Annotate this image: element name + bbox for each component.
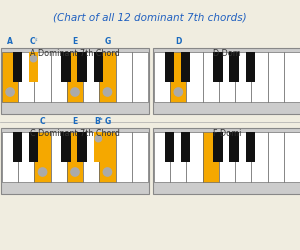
- Bar: [230, 132, 239, 162]
- Circle shape: [70, 87, 80, 97]
- Bar: [154, 52, 170, 102]
- Bar: [170, 132, 186, 182]
- Text: ᵇ: ᵇ: [100, 118, 102, 124]
- Bar: [61, 132, 70, 162]
- Text: D: D: [175, 37, 182, 46]
- Bar: [18, 132, 34, 182]
- Bar: [29, 52, 38, 82]
- Text: C: C: [40, 117, 45, 126]
- Bar: [246, 132, 255, 162]
- Bar: [116, 132, 132, 182]
- Text: C Dominant 7th Chord: C Dominant 7th Chord: [30, 129, 120, 138]
- Bar: [2, 52, 18, 102]
- Bar: [164, 132, 174, 162]
- Circle shape: [103, 167, 112, 177]
- Text: E: E: [72, 37, 78, 46]
- Text: G: G: [104, 117, 111, 126]
- Bar: [18, 52, 34, 102]
- Text: D Dom: D Dom: [213, 49, 241, 58]
- Bar: [181, 52, 190, 82]
- Bar: [203, 52, 219, 102]
- Bar: [181, 132, 190, 162]
- Bar: [29, 132, 38, 162]
- Bar: [284, 132, 300, 182]
- Bar: [99, 52, 116, 102]
- Bar: [51, 132, 67, 182]
- Text: B: B: [94, 117, 100, 126]
- Bar: [34, 132, 51, 182]
- Bar: [153, 128, 300, 194]
- Bar: [213, 132, 223, 162]
- Bar: [251, 132, 268, 182]
- Circle shape: [173, 87, 183, 97]
- Bar: [67, 52, 83, 102]
- Bar: [51, 52, 67, 102]
- Bar: [230, 52, 239, 82]
- Bar: [94, 52, 103, 82]
- Bar: [186, 52, 203, 102]
- Bar: [1, 48, 149, 114]
- Bar: [34, 52, 51, 102]
- Text: A Dominant 7th Chord: A Dominant 7th Chord: [30, 49, 120, 58]
- Bar: [83, 132, 99, 182]
- Bar: [219, 132, 235, 182]
- Bar: [268, 132, 284, 182]
- Bar: [2, 132, 18, 182]
- Bar: [235, 132, 251, 182]
- Circle shape: [30, 55, 38, 62]
- Circle shape: [103, 87, 112, 97]
- Circle shape: [38, 167, 47, 177]
- Bar: [77, 52, 87, 82]
- Bar: [13, 52, 22, 82]
- Text: C: C: [30, 37, 35, 46]
- Bar: [1, 128, 149, 194]
- Bar: [170, 52, 186, 102]
- Bar: [251, 52, 268, 102]
- Bar: [61, 52, 70, 82]
- Bar: [284, 52, 300, 102]
- Text: (Chart of all 12 dominant 7th chords): (Chart of all 12 dominant 7th chords): [53, 12, 247, 22]
- Bar: [132, 132, 148, 182]
- Circle shape: [5, 87, 15, 97]
- Text: A: A: [7, 37, 13, 46]
- Bar: [153, 48, 300, 114]
- Circle shape: [94, 135, 102, 142]
- Text: ♯: ♯: [35, 38, 37, 44]
- Bar: [213, 52, 223, 82]
- Bar: [77, 132, 87, 162]
- Bar: [186, 132, 203, 182]
- Bar: [67, 132, 83, 182]
- Bar: [235, 52, 251, 102]
- Bar: [99, 132, 116, 182]
- Bar: [94, 132, 103, 162]
- Bar: [246, 52, 255, 82]
- Text: G: G: [104, 37, 111, 46]
- Bar: [83, 52, 99, 102]
- Bar: [132, 52, 148, 102]
- Bar: [164, 52, 174, 82]
- Bar: [219, 52, 235, 102]
- Text: E: E: [72, 117, 78, 126]
- Bar: [268, 52, 284, 102]
- Bar: [203, 132, 219, 182]
- Bar: [116, 52, 132, 102]
- Text: F Domi: F Domi: [213, 129, 241, 138]
- Bar: [154, 132, 170, 182]
- Circle shape: [70, 167, 80, 177]
- Bar: [13, 132, 22, 162]
